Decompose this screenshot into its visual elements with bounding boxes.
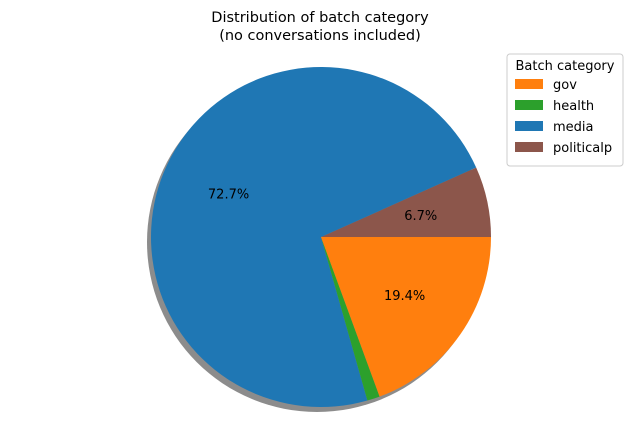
chart-title: Distribution of batch category (no conve… (211, 10, 429, 44)
pie-slice-gov (321, 237, 491, 397)
pie-slice-politicalp (321, 167, 492, 237)
legend-swatch-gov (515, 79, 543, 89)
pie-slice-health (321, 237, 380, 401)
pie-label-gov: 19.4% (384, 289, 425, 304)
chart-title-line-1: Distribution of batch category (211, 10, 429, 26)
legend-label-politicalp: politicalp (553, 141, 612, 156)
pie-label-media: 72.7% (208, 187, 249, 202)
legend-label-health: health (553, 99, 594, 114)
pie-labels: 6.7% 72.7% 19.4% (208, 187, 437, 304)
legend-swatch-health (515, 100, 543, 110)
legend-title: Batch category (516, 59, 615, 74)
chart-title-line-2: (no conversations included) (219, 28, 421, 44)
pie-label-politicalp: 6.7% (404, 209, 437, 224)
legend-label-media: media (553, 120, 594, 135)
pie-slice-media (150, 66, 477, 407)
legend: Batch category gov health media politicalp (506, 53, 624, 167)
legend-swatch-media (515, 121, 543, 131)
legend-swatch-politicalp (515, 142, 543, 152)
pie-slices (150, 66, 492, 407)
legend-label-gov: gov (553, 78, 577, 93)
